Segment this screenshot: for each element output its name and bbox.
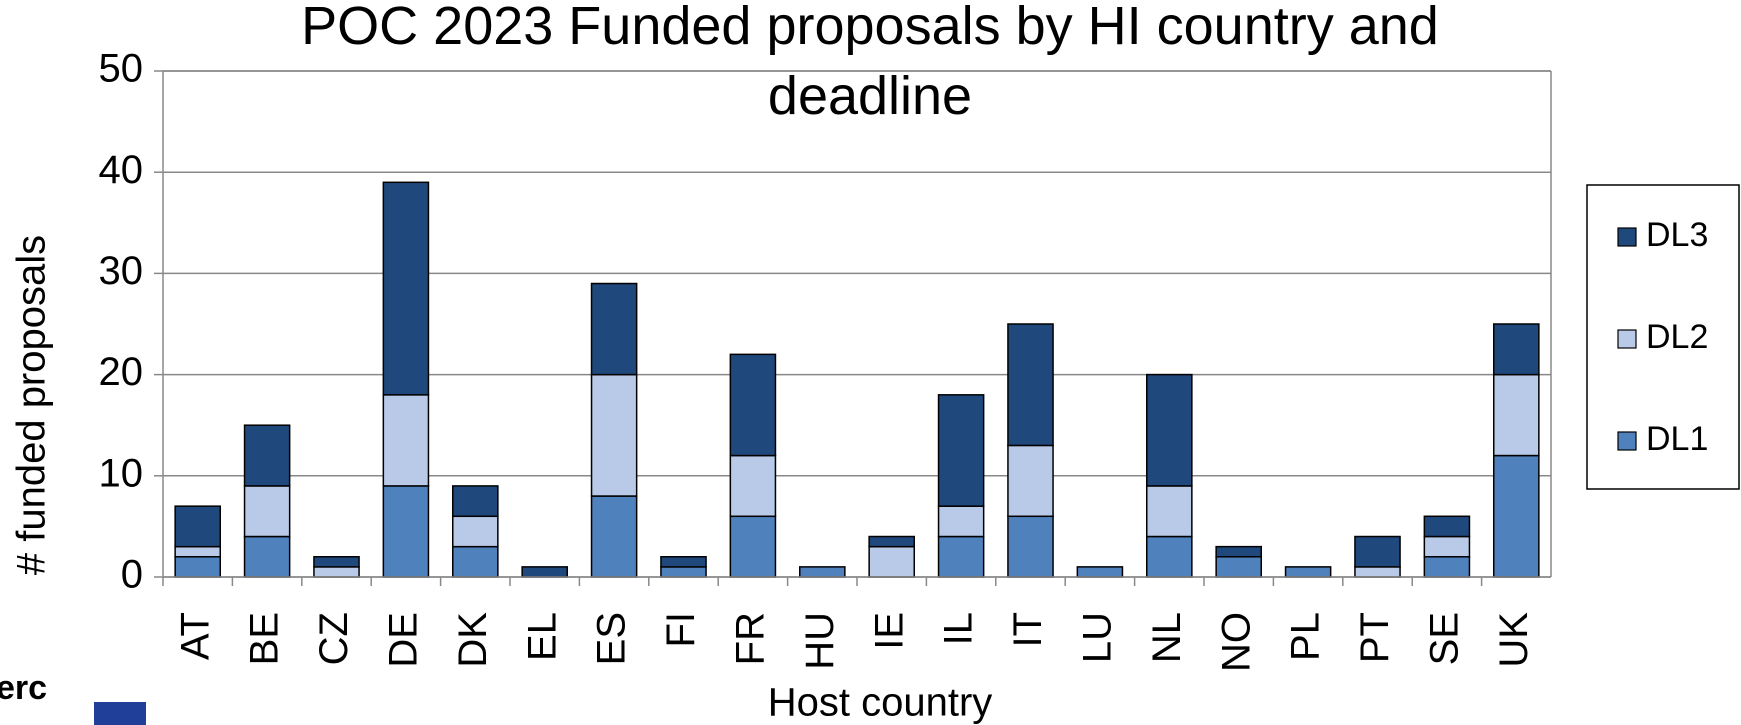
x-tick-label: HU	[798, 612, 842, 670]
bar-segment	[243, 535, 291, 578]
bar-segment	[868, 535, 916, 548]
bar-segment	[382, 394, 430, 487]
legend-swatch	[1617, 227, 1637, 247]
y-tick-label: 10	[99, 451, 144, 495]
y-tick-label: 30	[99, 249, 144, 293]
x-tick-label: DK	[451, 612, 495, 668]
bar-segment	[1007, 323, 1054, 447]
bar-segment	[174, 556, 222, 578]
y-tick-label: 50	[99, 47, 144, 91]
x-tick-label: PL	[1284, 612, 1328, 661]
x-tick-label: IL	[937, 612, 981, 645]
bar-segment	[590, 373, 638, 497]
x-tick-label: PT	[1353, 612, 1397, 663]
x-tick-label: SE	[1422, 612, 1466, 665]
bar-segment	[1492, 454, 1540, 578]
x-tick-label: LU	[1075, 612, 1119, 663]
x-tick-label: EL	[520, 612, 564, 661]
bar-segment	[1354, 566, 1401, 578]
bar-segment	[1284, 566, 1332, 578]
bar-segment	[660, 566, 707, 578]
x-tick-label: FI	[659, 612, 703, 648]
bar-segment	[313, 566, 360, 578]
bar-segment	[174, 545, 222, 558]
bar-segment	[937, 535, 985, 578]
chart-title: POC 2023 Funded proposals by HI country …	[301, 0, 1439, 126]
bar-segment	[1354, 535, 1401, 568]
bar-segment	[382, 181, 430, 396]
bar-segment	[729, 353, 777, 457]
bar-segment	[1492, 373, 1540, 457]
bar-segment	[451, 485, 499, 518]
bar-segment	[451, 515, 499, 548]
x-tick-label: NL	[1145, 612, 1189, 663]
bar-segment	[1145, 485, 1193, 538]
legend-box	[1586, 184, 1740, 490]
bar-segment	[1145, 535, 1193, 578]
legend-label: DL2	[1646, 318, 1708, 356]
x-tick-label: IE	[867, 612, 911, 650]
x-tick-label: IT	[1006, 612, 1050, 648]
bar-segment	[798, 566, 846, 578]
bar-segment	[1215, 556, 1263, 578]
bar-segment	[590, 282, 638, 376]
bar-segment	[174, 505, 222, 548]
bar-segment	[660, 556, 707, 568]
logo-text: erc	[0, 669, 47, 707]
bar-segment	[1076, 566, 1124, 578]
eu-flag	[94, 702, 146, 725]
bar-segment	[313, 556, 360, 568]
x-tick-label: CZ	[312, 612, 356, 665]
bar-segment	[1145, 373, 1193, 487]
y-tick-label: 0	[121, 553, 143, 597]
x-tick-label: DE	[381, 612, 425, 668]
bar-segment	[1492, 323, 1540, 376]
bar-segment	[1423, 515, 1471, 538]
bar-segment	[1007, 444, 1054, 518]
bar-segment	[937, 394, 985, 507]
x-tick-label: NO	[1214, 612, 1258, 672]
x-tick-label: BE	[243, 612, 287, 665]
y-axis-title: # funded proposals	[10, 235, 54, 575]
y-tick-label: 40	[99, 148, 144, 192]
x-axis-title: Host country	[768, 681, 993, 725]
bar-segment	[729, 515, 777, 578]
y-tick-label: 20	[99, 350, 144, 394]
legend-label: DL3	[1646, 216, 1708, 254]
bar-segment	[729, 454, 777, 518]
x-tick-label: ES	[590, 612, 634, 665]
bar-segment	[1423, 535, 1471, 558]
bar-segment	[590, 495, 638, 578]
bar-segment	[521, 566, 569, 578]
bar-segment	[243, 485, 291, 538]
x-tick-label: AT	[173, 612, 217, 660]
bar-segment	[451, 545, 499, 578]
legend-swatch	[1617, 329, 1637, 349]
bar-segment	[1215, 545, 1263, 558]
bar-segment	[937, 505, 985, 538]
bar-segment	[1007, 515, 1054, 578]
bar-segment	[1423, 556, 1471, 578]
legend-label: DL1	[1646, 420, 1708, 458]
bar-segment	[243, 424, 291, 487]
x-tick-label: UK	[1492, 612, 1536, 668]
x-tick-label: FR	[728, 612, 772, 665]
legend-swatch	[1617, 431, 1637, 451]
bar-segment	[382, 485, 430, 578]
bar-segment	[868, 545, 916, 578]
